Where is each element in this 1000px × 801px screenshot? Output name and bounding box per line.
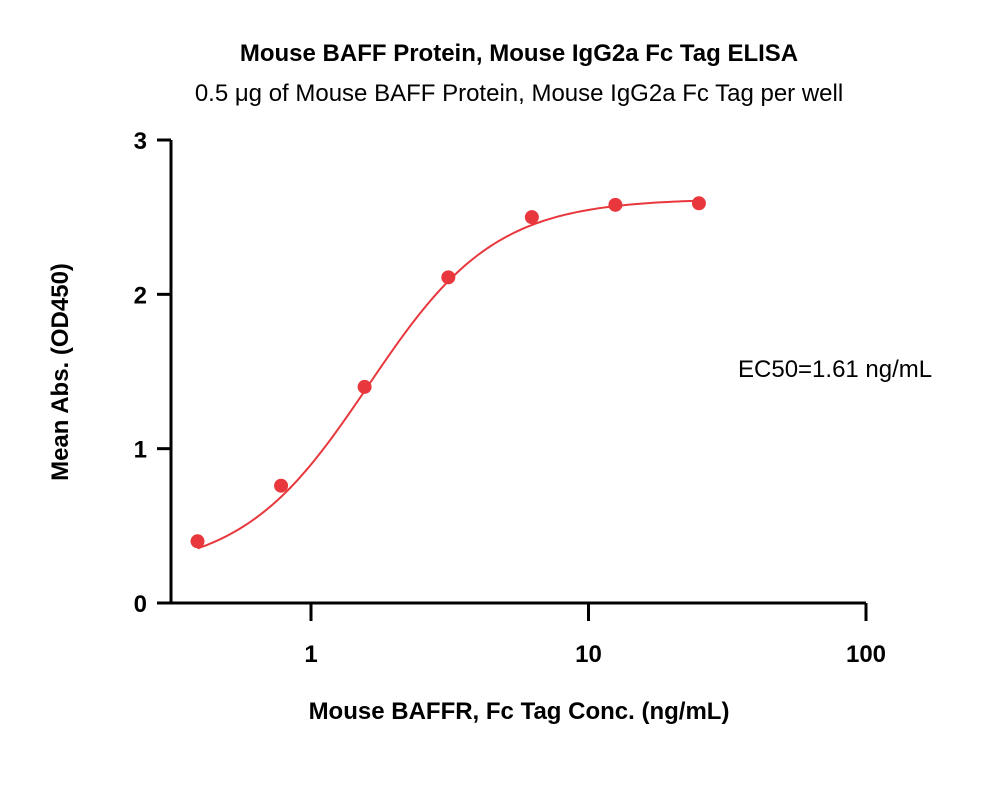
- data-point: [608, 197, 623, 212]
- data-point: [441, 270, 456, 285]
- y-tick-label: 2: [134, 282, 147, 309]
- fit-curve: [197, 199, 699, 550]
- x-tick-label: 10: [575, 641, 602, 668]
- data-point: [274, 478, 289, 493]
- chart-subtitle: 0.5 μg of Mouse BAFF Protein, Mouse IgG2…: [195, 80, 843, 107]
- data-point: [190, 534, 205, 549]
- y-tick-label: 3: [134, 128, 147, 155]
- ec50-annotation: EC50=1.61 ng/mL: [738, 356, 932, 383]
- data-point: [691, 196, 706, 211]
- y-axis-label: Mean Abs. (OD450): [47, 263, 74, 481]
- chart-title: Mouse BAFF Protein, Mouse IgG2a Fc Tag E…: [240, 40, 798, 67]
- data-points-layer: [190, 196, 706, 549]
- y-tick-label: 0: [134, 591, 147, 618]
- y-tick-label: 1: [134, 437, 147, 464]
- x-tick-label: 100: [846, 641, 886, 668]
- data-point: [524, 210, 539, 225]
- x-axis-label: Mouse BAFFR, Fc Tag Conc. (ng/mL): [309, 698, 730, 725]
- axes: 0 1 2 3 1 10 100: [134, 128, 886, 668]
- x-tick-label: 1: [304, 641, 317, 668]
- data-point: [357, 379, 372, 394]
- fit-curve-layer: [197, 199, 699, 550]
